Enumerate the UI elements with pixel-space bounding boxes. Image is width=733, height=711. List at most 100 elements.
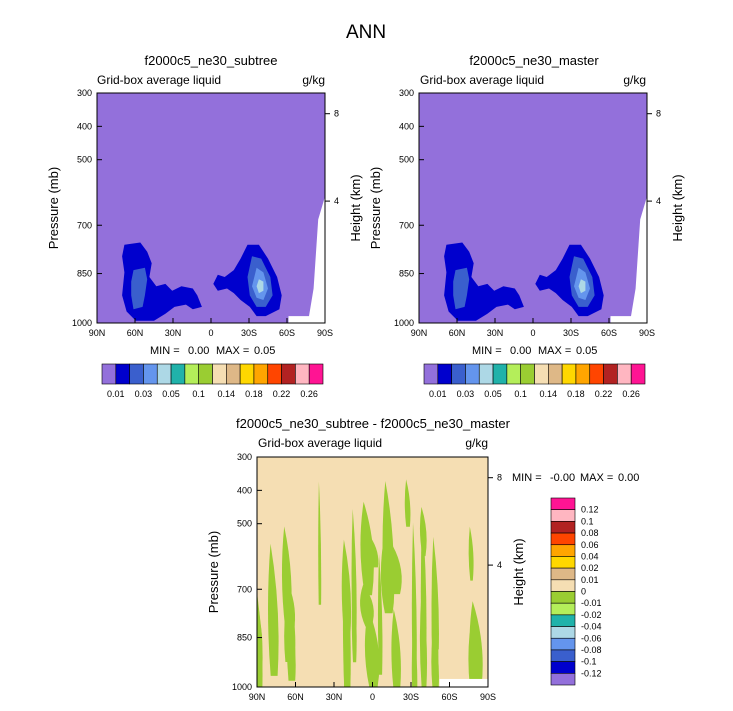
colorbar-swatch [423,363,439,385]
colorbar-label: -0.12 [581,668,602,678]
colorbar-label: 0.1 [514,389,527,399]
contour-level-4 [256,279,264,294]
x-tick-label: 90N [249,692,266,702]
x-tick-label: 60N [449,328,466,338]
colorbar-swatch [550,673,576,686]
plot-area: 90N 60N 30N 0 30S 60S 90S 300 400 500 700 850 1000 8 4 [232,452,502,702]
colorbar-swatch [550,556,576,569]
max-label: MAX = [580,472,613,484]
colorbar-label: 0.01 [107,389,125,399]
colorbar-swatch [550,497,576,510]
x-tick-label: 30S [403,692,419,702]
diff-region [469,601,483,687]
diff-region [286,584,296,671]
min-value: 0.00 [188,345,209,357]
figure-title: ANN [346,22,386,43]
colorbar-label: 0.03 [135,389,153,399]
colorbar-label: 0.22 [273,389,291,399]
x-tick-label: 90N [411,328,428,338]
max-label: MAX = [538,345,571,357]
colorbar-label: 0.1 [192,389,205,399]
missing-data [610,196,647,323]
colorbar-swatch [589,363,604,385]
y-right-tick-label: 4 [656,196,661,206]
y-tick-label: 850 [237,633,252,643]
diff-region [360,501,374,596]
field-layer [257,457,488,687]
x-tick-label: 30N [487,328,504,338]
x-tick-label: 0 [370,692,375,702]
colorbar-swatch [492,363,508,385]
y-tick-label: 700 [237,584,252,594]
colorbar-swatch [437,363,452,385]
colorbar-swatch [101,363,117,385]
colorbar-label: 0.26 [622,389,640,399]
panel-title: f2000c5_ne30_master [469,53,599,68]
x-tick-label: 0 [530,328,535,338]
colorbar-swatch [239,363,255,385]
diff-region [318,481,322,605]
contour-level-2 [131,267,148,310]
colorbar-swatch [550,591,576,604]
diff-region [267,543,279,676]
colorbar-label: 0.22 [595,389,613,399]
y-tick-label: 400 [77,121,92,131]
colorbar-label: 0.01 [429,389,447,399]
colorbar-label: 0.12 [581,505,599,515]
left-panel: f2000c5_ne30_subtree Grid-box average li… [46,53,363,399]
y-right-tick-label: 8 [656,109,661,119]
y-axis-label: Pressure (mb) [206,531,221,613]
colorbar-swatch [295,363,310,385]
y-axis-label: Pressure (mb) [368,167,383,249]
colorbar-swatch [170,363,186,385]
colorbar-label: 0.14 [540,389,558,399]
y-tick-label: 500 [77,155,92,165]
colorbar-label: 0.05 [484,389,502,399]
colorbar-label: 0.03 [457,389,475,399]
colorbar-label: 0.26 [300,389,318,399]
panel-left-label: Grid-box average liquid [420,73,544,87]
diff-region [431,536,439,650]
x-tick-label: 60N [287,692,304,702]
colorbar-label: 0.14 [218,389,236,399]
colorbar-swatch [550,637,576,651]
colorbar-label: 0.01 [581,575,599,585]
x-tick-label: 0 [208,328,213,338]
colorbar-swatch [184,363,199,385]
colorbar-swatch [550,544,576,557]
diff-region [351,509,357,650]
colorbar-label: -0.01 [581,598,602,608]
colorbar-swatch [308,363,324,385]
max-label: MAX = [216,345,249,357]
plot-frame [256,456,489,688]
colorbar-label: -0.06 [581,633,602,643]
colorbar-swatch [550,614,576,627]
colorbar-swatch [561,363,577,385]
x-tick-label: 30S [563,328,579,338]
y-tick-label: 700 [399,220,414,230]
colorbar-label: 0.04 [581,551,599,561]
y-tick-label: 700 [77,220,92,230]
colorbar-swatch [575,363,591,385]
x-tick-label: 60N [127,328,144,338]
y-tick-label: 500 [237,519,252,529]
colorbar-swatch [603,363,618,385]
max-value: 0.05 [576,345,597,357]
diff-region [404,479,411,527]
colorbar-swatch [115,363,130,385]
x-tick-label: 60S [279,328,295,338]
y-tick-label: 1000 [232,682,252,692]
y-axis-right-label: Height (km) [511,538,526,605]
min-label: MIN = [472,345,502,357]
x-tick-label: 60S [601,328,617,338]
colorbar-swatch [550,626,576,639]
panel-left-label: Grid-box average liquid [97,73,221,87]
colorbar-swatch [156,363,172,385]
colorbar: 0.01 0.03 0.05 0.1 0.14 0.18 0.22 0.26 [423,363,646,399]
y-axis-label: Pressure (mb) [46,167,61,249]
y-tick-label: 1000 [394,318,414,328]
diff-region [419,590,428,687]
colorbar: 0.01 0.03 0.05 0.1 0.14 0.18 0.22 0.26 [101,363,324,399]
colorbar: 0.120.1 0.08 0.060.04 0.02 0.01 0-0.01 -0.02 -0… [550,497,602,686]
